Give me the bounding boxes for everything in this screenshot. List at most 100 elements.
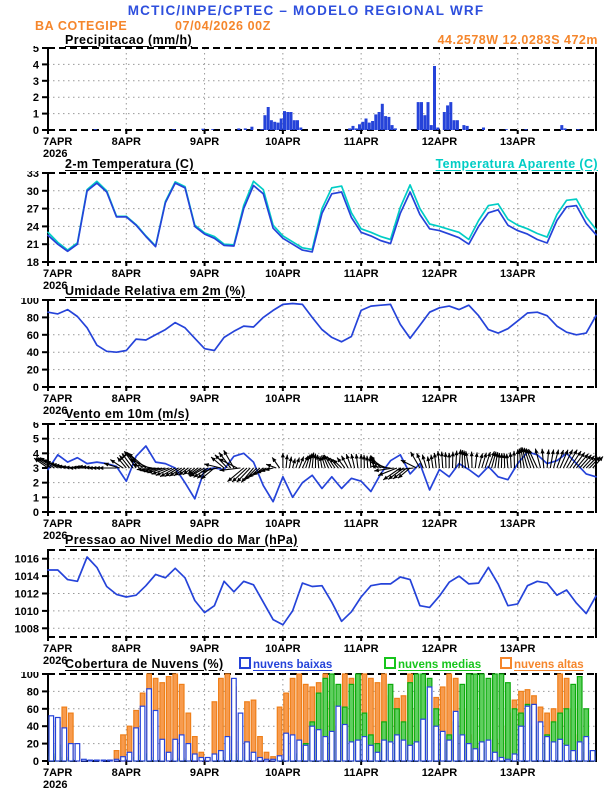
wind-arrowhead xyxy=(51,463,57,467)
wind-arrowhead xyxy=(311,452,316,458)
x-tick-label: 8APR xyxy=(112,767,141,779)
x-tick-label: 13APR xyxy=(500,518,536,530)
y-tick-label: 27 xyxy=(27,204,39,216)
rh-title-row: Umidade Relativa em 2m (%) xyxy=(0,284,612,298)
wind-arrowhead xyxy=(421,454,426,460)
y-tick-label: 21 xyxy=(27,239,39,251)
wind-arrowhead xyxy=(304,455,309,461)
x-tick-label: 9APR xyxy=(190,643,219,655)
wind-arrowhead xyxy=(499,453,504,458)
precip-bar xyxy=(289,112,293,130)
wind-arrowhead xyxy=(598,456,603,462)
wind-arrowhead xyxy=(573,449,578,455)
wind-arrowhead xyxy=(241,477,246,483)
precip-bar xyxy=(455,120,459,130)
wind-arrowhead xyxy=(284,454,289,460)
low-cloud-bar xyxy=(113,758,120,762)
low-cloud-bar xyxy=(133,727,140,762)
precip-bar xyxy=(420,102,423,130)
precip-bar xyxy=(465,125,469,130)
wind-arrowhead xyxy=(119,455,124,461)
wind-arrowhead xyxy=(61,465,66,470)
y-tick-label: 3 xyxy=(33,76,39,88)
wind-arrowhead xyxy=(329,458,335,463)
wind-arrowhead xyxy=(396,467,402,472)
x-tick-label: 10APR xyxy=(265,643,301,655)
low-cloud-bar xyxy=(250,751,257,762)
wind-arrowhead xyxy=(383,475,389,480)
wind-arrowhead xyxy=(169,472,175,477)
wind-arrowhead xyxy=(232,477,237,482)
precip-bar xyxy=(374,114,378,130)
wind-arrowhead xyxy=(214,454,220,460)
x-tick-label: 13APR xyxy=(500,268,536,280)
wind-arrowhead xyxy=(580,452,585,458)
low-cloud-bar xyxy=(107,759,113,762)
precip-bar xyxy=(393,128,397,130)
y-tick-label: 3 xyxy=(33,463,39,475)
x-tick-label: 7APR xyxy=(43,518,72,530)
precip-bar xyxy=(377,112,381,130)
x-tick-label: 9APR xyxy=(190,518,219,530)
low-cloud-bar xyxy=(407,744,413,762)
wind-arrowhead xyxy=(341,455,346,461)
y-tick-label: 1014 xyxy=(15,571,40,583)
wind-arrowhead xyxy=(555,449,560,455)
wind-arrowhead xyxy=(350,453,355,459)
low-cloud-bar xyxy=(165,751,172,762)
mid-cloud-bar xyxy=(505,682,511,762)
x-tick-label: 9APR xyxy=(190,268,219,280)
precip-bar xyxy=(250,126,254,130)
wind-arrowhead xyxy=(64,465,70,470)
low-cloud-bar xyxy=(224,735,231,762)
y-tick-label: 0 xyxy=(33,507,39,519)
wind-arrowhead xyxy=(333,459,338,465)
wind-arrowhead xyxy=(512,450,517,456)
x-tick-label: 11APR xyxy=(344,393,379,405)
wind-arrowhead xyxy=(592,456,598,462)
y-tick-label: 60 xyxy=(27,330,39,342)
low-cloud-bar xyxy=(315,729,322,762)
wind-arrowhead xyxy=(454,450,459,456)
precip-bar xyxy=(351,125,355,130)
precip-bar xyxy=(371,121,375,130)
low-cloud-bar xyxy=(198,756,205,762)
low-cloud-bar xyxy=(61,727,68,762)
x-year-label: 2026 xyxy=(43,148,67,160)
precip-bar xyxy=(384,116,388,130)
wind-arrowhead xyxy=(483,452,488,458)
y-tick-label: 5 xyxy=(33,46,39,55)
x-tick-label: 7APR xyxy=(43,393,72,405)
x-tick-label: 8APR xyxy=(112,393,141,405)
wind-arrowhead xyxy=(583,453,589,459)
precip-title-row: Precipitacao (mm/h) 44.2578W 12.0283S 47… xyxy=(0,33,612,47)
x-tick-label: 9APR xyxy=(190,767,219,779)
precip-bar xyxy=(367,122,371,130)
low-cloud-bar xyxy=(446,739,453,762)
precip-bar xyxy=(436,127,440,130)
y-tick-label: 1008 xyxy=(15,623,39,635)
low-cloud-bar xyxy=(576,741,583,762)
wind-arrowhead xyxy=(288,456,293,462)
wind-arrowhead xyxy=(436,451,441,456)
x-tick-label: 10APR xyxy=(265,518,301,530)
wind-arrowhead xyxy=(300,456,304,462)
wind-arrowhead xyxy=(110,459,116,464)
low-cloud-bar xyxy=(472,748,479,762)
y-tick-label: 0 xyxy=(33,756,39,768)
wind-arrowhead xyxy=(560,449,564,455)
low-cloud-bar xyxy=(505,758,511,762)
y-tick-label: 1016 xyxy=(15,554,39,566)
low-cloud-bar xyxy=(218,749,224,762)
low-cloud-bar xyxy=(531,703,537,762)
low-cloud-bar xyxy=(583,735,590,762)
y-tick-label: 20 xyxy=(27,739,39,751)
low-cloud-bar xyxy=(191,753,198,762)
wind-arrowhead xyxy=(264,467,270,471)
low-cloud-bar xyxy=(152,709,159,762)
wind-arrowhead xyxy=(103,462,109,467)
x-tick-label: 13APR xyxy=(500,393,536,405)
